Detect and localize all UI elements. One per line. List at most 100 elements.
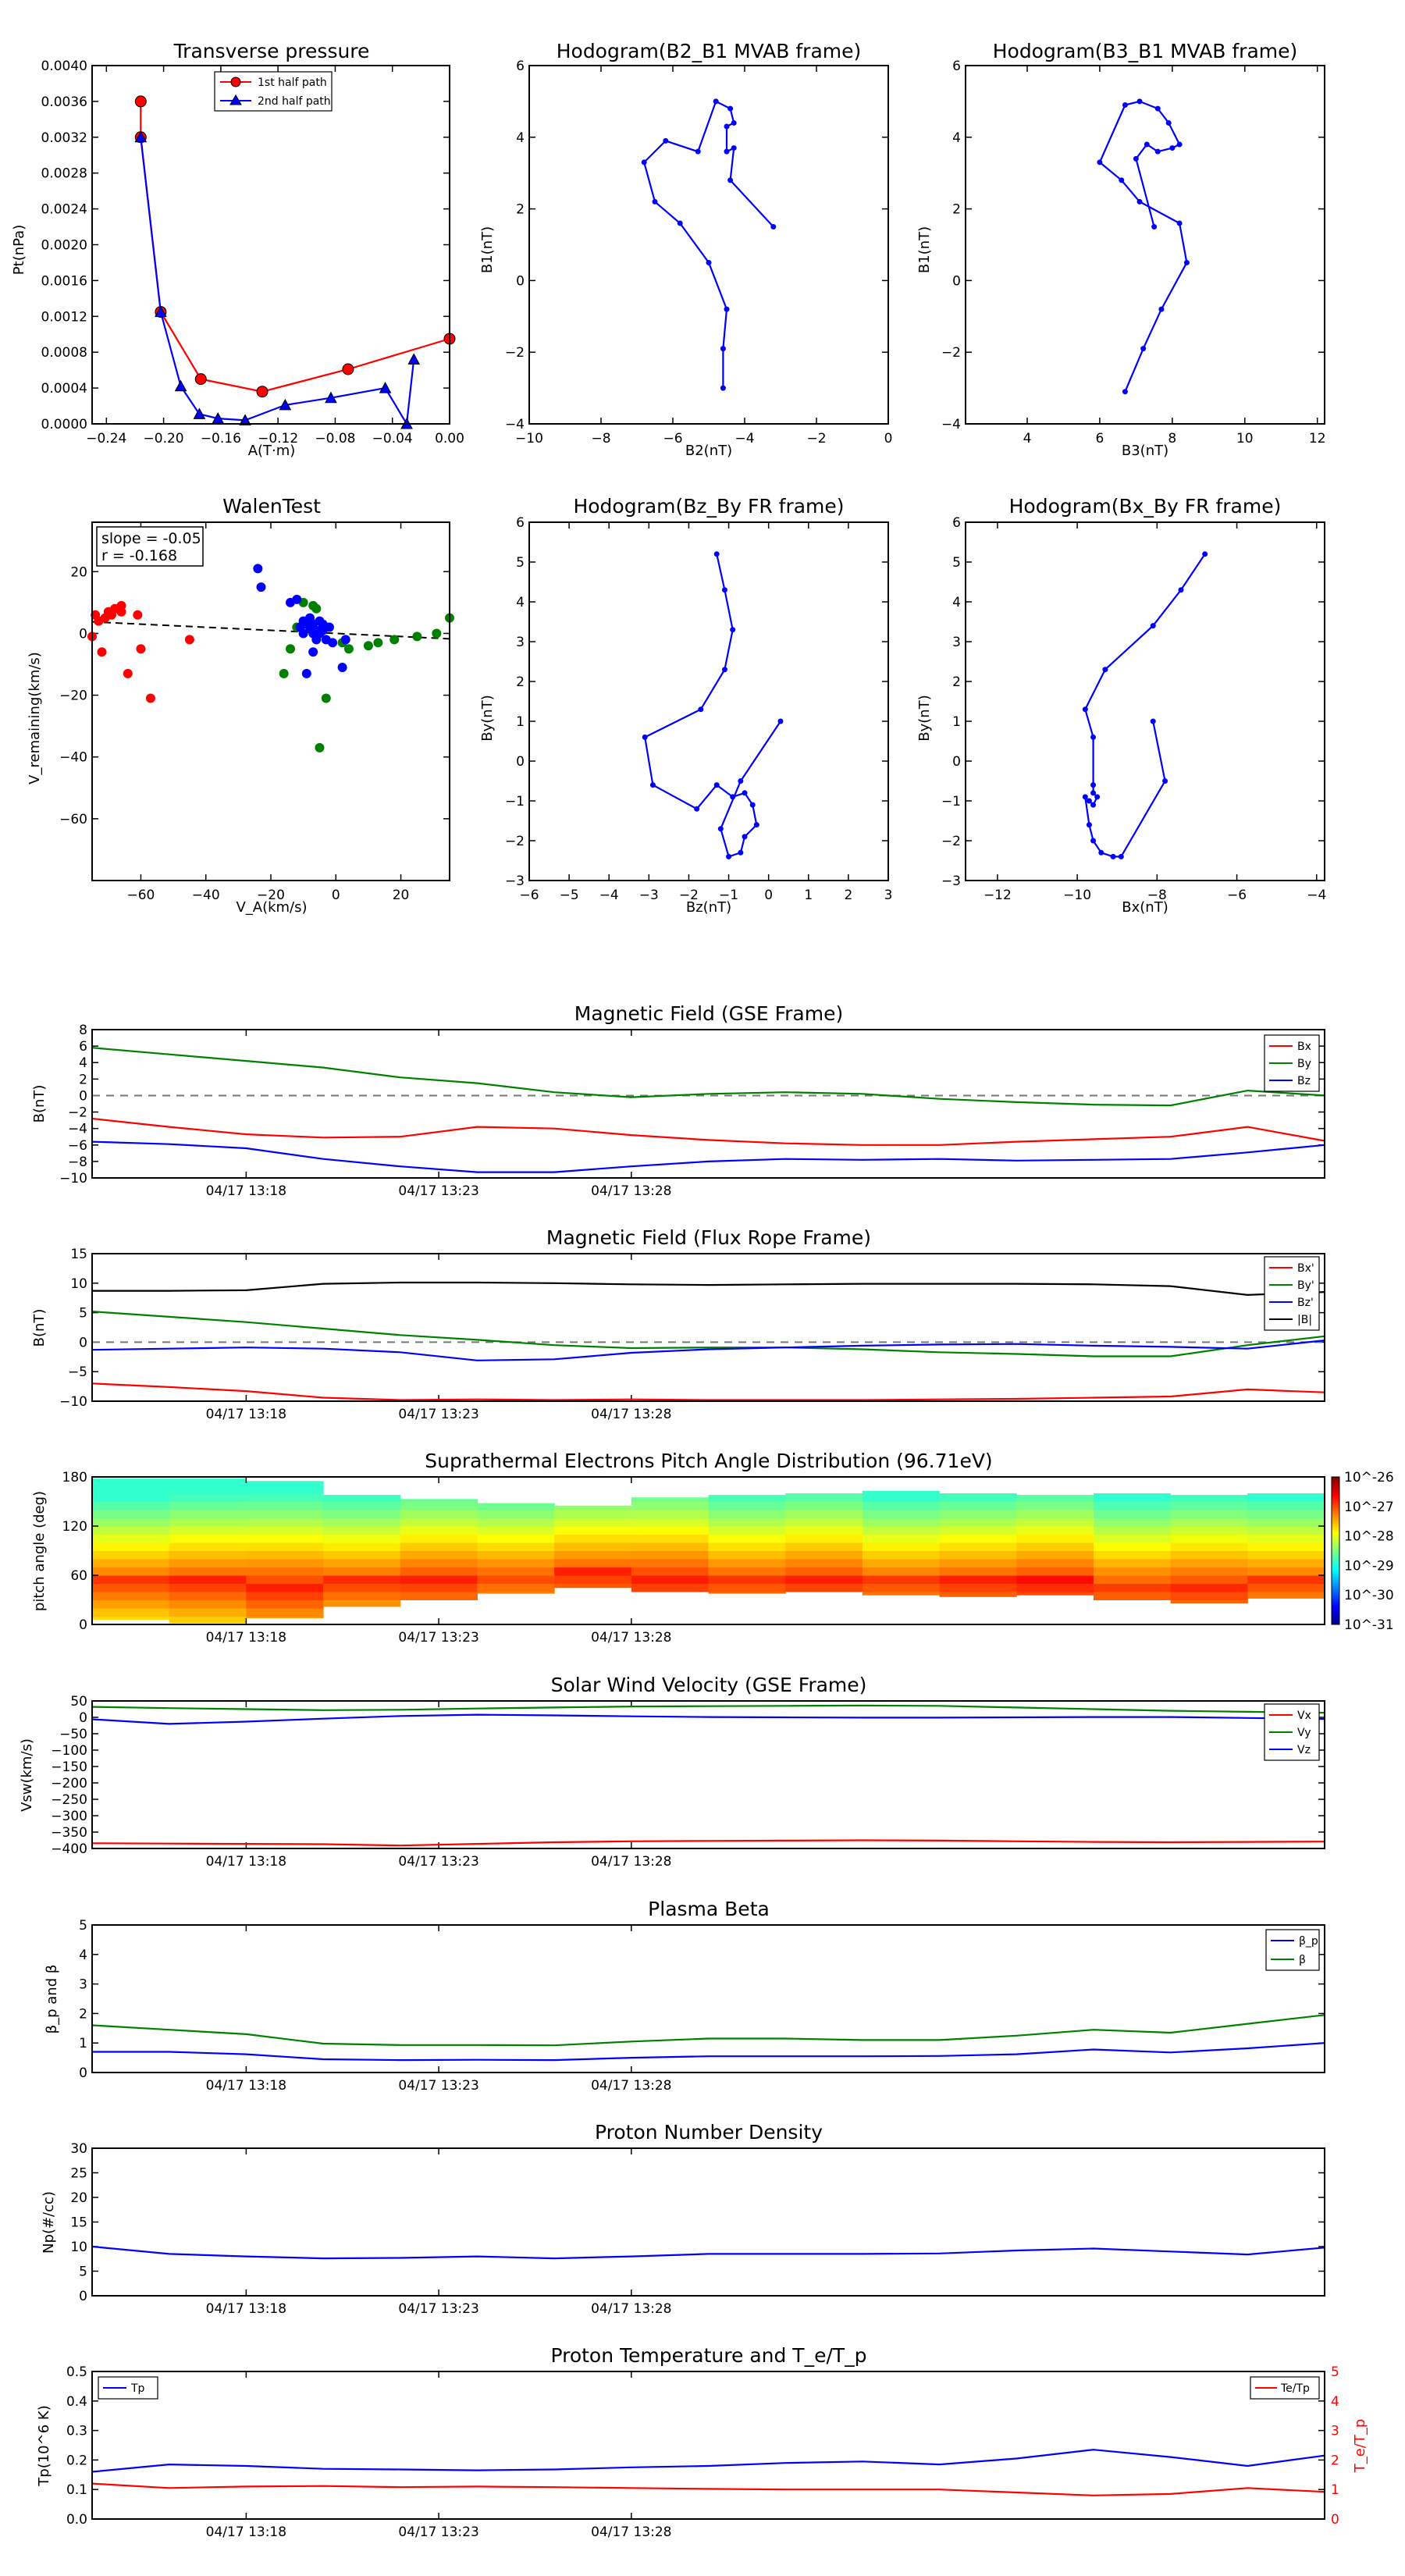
legend-right: Te/Tp: [1250, 2376, 1320, 2400]
y-tick-label: −1: [941, 794, 961, 809]
legend-label: Bx: [1297, 1041, 1311, 1053]
heatmap-cell: [1016, 1559, 1094, 1567]
heatmap-cell: [785, 1526, 863, 1535]
scatter-point: [123, 668, 133, 678]
heatmap-cell: [323, 1510, 401, 1518]
legend-marker-triangle: [229, 94, 242, 105]
heatmap-cell: [323, 1592, 401, 1600]
heatmap-cell: [400, 1583, 478, 1592]
y-tick-label: 0: [79, 2289, 87, 2304]
heatmap-cell: [939, 1583, 1017, 1592]
legend: Bx' By' Bz' |B|: [1264, 1256, 1320, 1331]
heatmap-cell: [169, 1485, 247, 1494]
y-tick-label: 0.1: [66, 2482, 87, 2498]
heatmap-cell: [246, 1481, 324, 1485]
scatter-point: [315, 742, 325, 753]
x-tick-label: −10: [515, 431, 543, 447]
data-point: [1110, 853, 1116, 859]
x-tick-label: −4: [599, 888, 619, 903]
heatmap-cell: [631, 1542, 709, 1551]
x-axis-label: Bz(nT): [686, 899, 731, 916]
y-tick-label: −4: [941, 417, 961, 432]
heatmap-cell: [92, 1599, 170, 1609]
x-tick-label: 04/17 13:23: [398, 1407, 478, 1422]
data-point: [1090, 838, 1097, 844]
heatmap-cell: [1247, 1592, 1325, 1599]
heatmap-cell: [785, 1583, 863, 1592]
x-tick-label: 1: [804, 888, 813, 903]
y2-tick-label: 3: [1331, 2424, 1339, 2439]
y-tick-label: 0.0016: [41, 273, 87, 289]
y-axis-label: B1(nT): [479, 226, 496, 273]
heatmap-cell: [1170, 1495, 1248, 1502]
data-point: [694, 806, 700, 812]
series-group: [1082, 551, 1208, 859]
data-point: [706, 259, 712, 265]
data-point: [720, 346, 726, 352]
heatmap-cell: [1170, 1559, 1248, 1567]
x-tick-label: 04/17 13:23: [398, 1630, 478, 1646]
panel-pitch-angle-distribution: Suprathermal Electrons Pitch Angle Distr…: [31, 1450, 1394, 1646]
data-point: [1086, 798, 1092, 804]
heatmap-cell: [1093, 1510, 1172, 1518]
y-tick-label: 0.2: [66, 2453, 87, 2468]
y-tick-label: 15: [70, 2215, 87, 2231]
y-tick-label: 0.0024: [41, 202, 87, 218]
x-axis-ticks: −0.24 −0.20 −0.16 −0.12 −0.08 −0.04 0.00: [86, 66, 464, 447]
heatmap-cell: [400, 1510, 478, 1518]
chart-title: Magnetic Field (Flux Rope Frame): [546, 1226, 871, 1249]
legend-label: β: [1299, 1954, 1306, 1966]
y-axis-label: B1(nT): [916, 226, 933, 273]
heatmap-cell: [323, 1583, 401, 1592]
heatmap-cell: [92, 1485, 170, 1494]
heatmap-cell: [323, 1559, 401, 1567]
heatmap-cell: [862, 1534, 941, 1543]
y-tick-label: 4: [79, 1055, 87, 1071]
heatmap-cell: [862, 1501, 941, 1510]
heatmap-cell: [246, 1550, 324, 1560]
heatmap-cell: [246, 1534, 324, 1543]
y-tick-label: −2: [505, 834, 525, 849]
data-point: [730, 627, 736, 633]
y-axis-label: Vsw(km/s): [19, 1738, 35, 1812]
data-point: [1154, 105, 1161, 112]
slope-text: slope = -0.05: [101, 530, 201, 547]
x-tick-label: −20: [257, 888, 285, 903]
data-point: [1119, 177, 1125, 183]
x-tick-label: −2: [679, 888, 699, 903]
y-axis-label: Np(#/cc): [41, 2191, 57, 2254]
y-tick-label: −400: [51, 1841, 87, 1857]
heatmap-cell: [323, 1550, 401, 1560]
x-tick-label: 2: [844, 888, 852, 903]
chart-title: Hodogram(Bz_By FR frame): [573, 495, 844, 518]
heatmap-cell: [477, 1517, 555, 1527]
heatmap-cell: [169, 1550, 247, 1560]
y-tick-label: 180: [62, 1470, 87, 1485]
legend-label: Tp: [130, 2382, 145, 2395]
heatmap-cell: [939, 1501, 1017, 1510]
heatmap-cell: [554, 1534, 632, 1543]
x-tick-label: 04/17 13:28: [591, 1183, 671, 1199]
y-tick-label: 5: [79, 1306, 87, 1322]
heatmap-cell: [1016, 1526, 1094, 1535]
data-point: [134, 130, 148, 143]
scatter-point: [133, 610, 143, 620]
x-tick-label: 20: [393, 888, 410, 903]
chart-title: Proton Number Density: [595, 2121, 823, 2144]
y-axis-label: By(nT): [916, 695, 933, 741]
data-point: [753, 822, 759, 828]
y-tick-label: 0.4: [66, 2394, 87, 2410]
data-point: [663, 137, 669, 144]
y-tick-label: 0.0040: [41, 59, 87, 74]
heatmap-cell: [400, 1542, 478, 1551]
y-tick-label: 6: [516, 59, 525, 74]
y-axis-ticks: −4 −2 0 2 4 6: [941, 59, 1325, 432]
y-tick-label: −10: [59, 1171, 87, 1187]
x-tick-label: −0.20: [144, 431, 184, 447]
heatmap-cell: [400, 1575, 478, 1584]
panel-magnetic-field-gse: Magnetic Field (GSE Frame) −10−8−6−4−202…: [31, 1002, 1325, 1199]
annotation-box: slope = -0.05 r = -0.168: [96, 526, 204, 567]
x-axis-ticks: 04/17 13:18 04/17 13:23 04/17 13:28: [206, 2371, 672, 2540]
data-point: [1097, 159, 1103, 165]
x-tick-label: 04/17 13:18: [206, 2078, 286, 2094]
